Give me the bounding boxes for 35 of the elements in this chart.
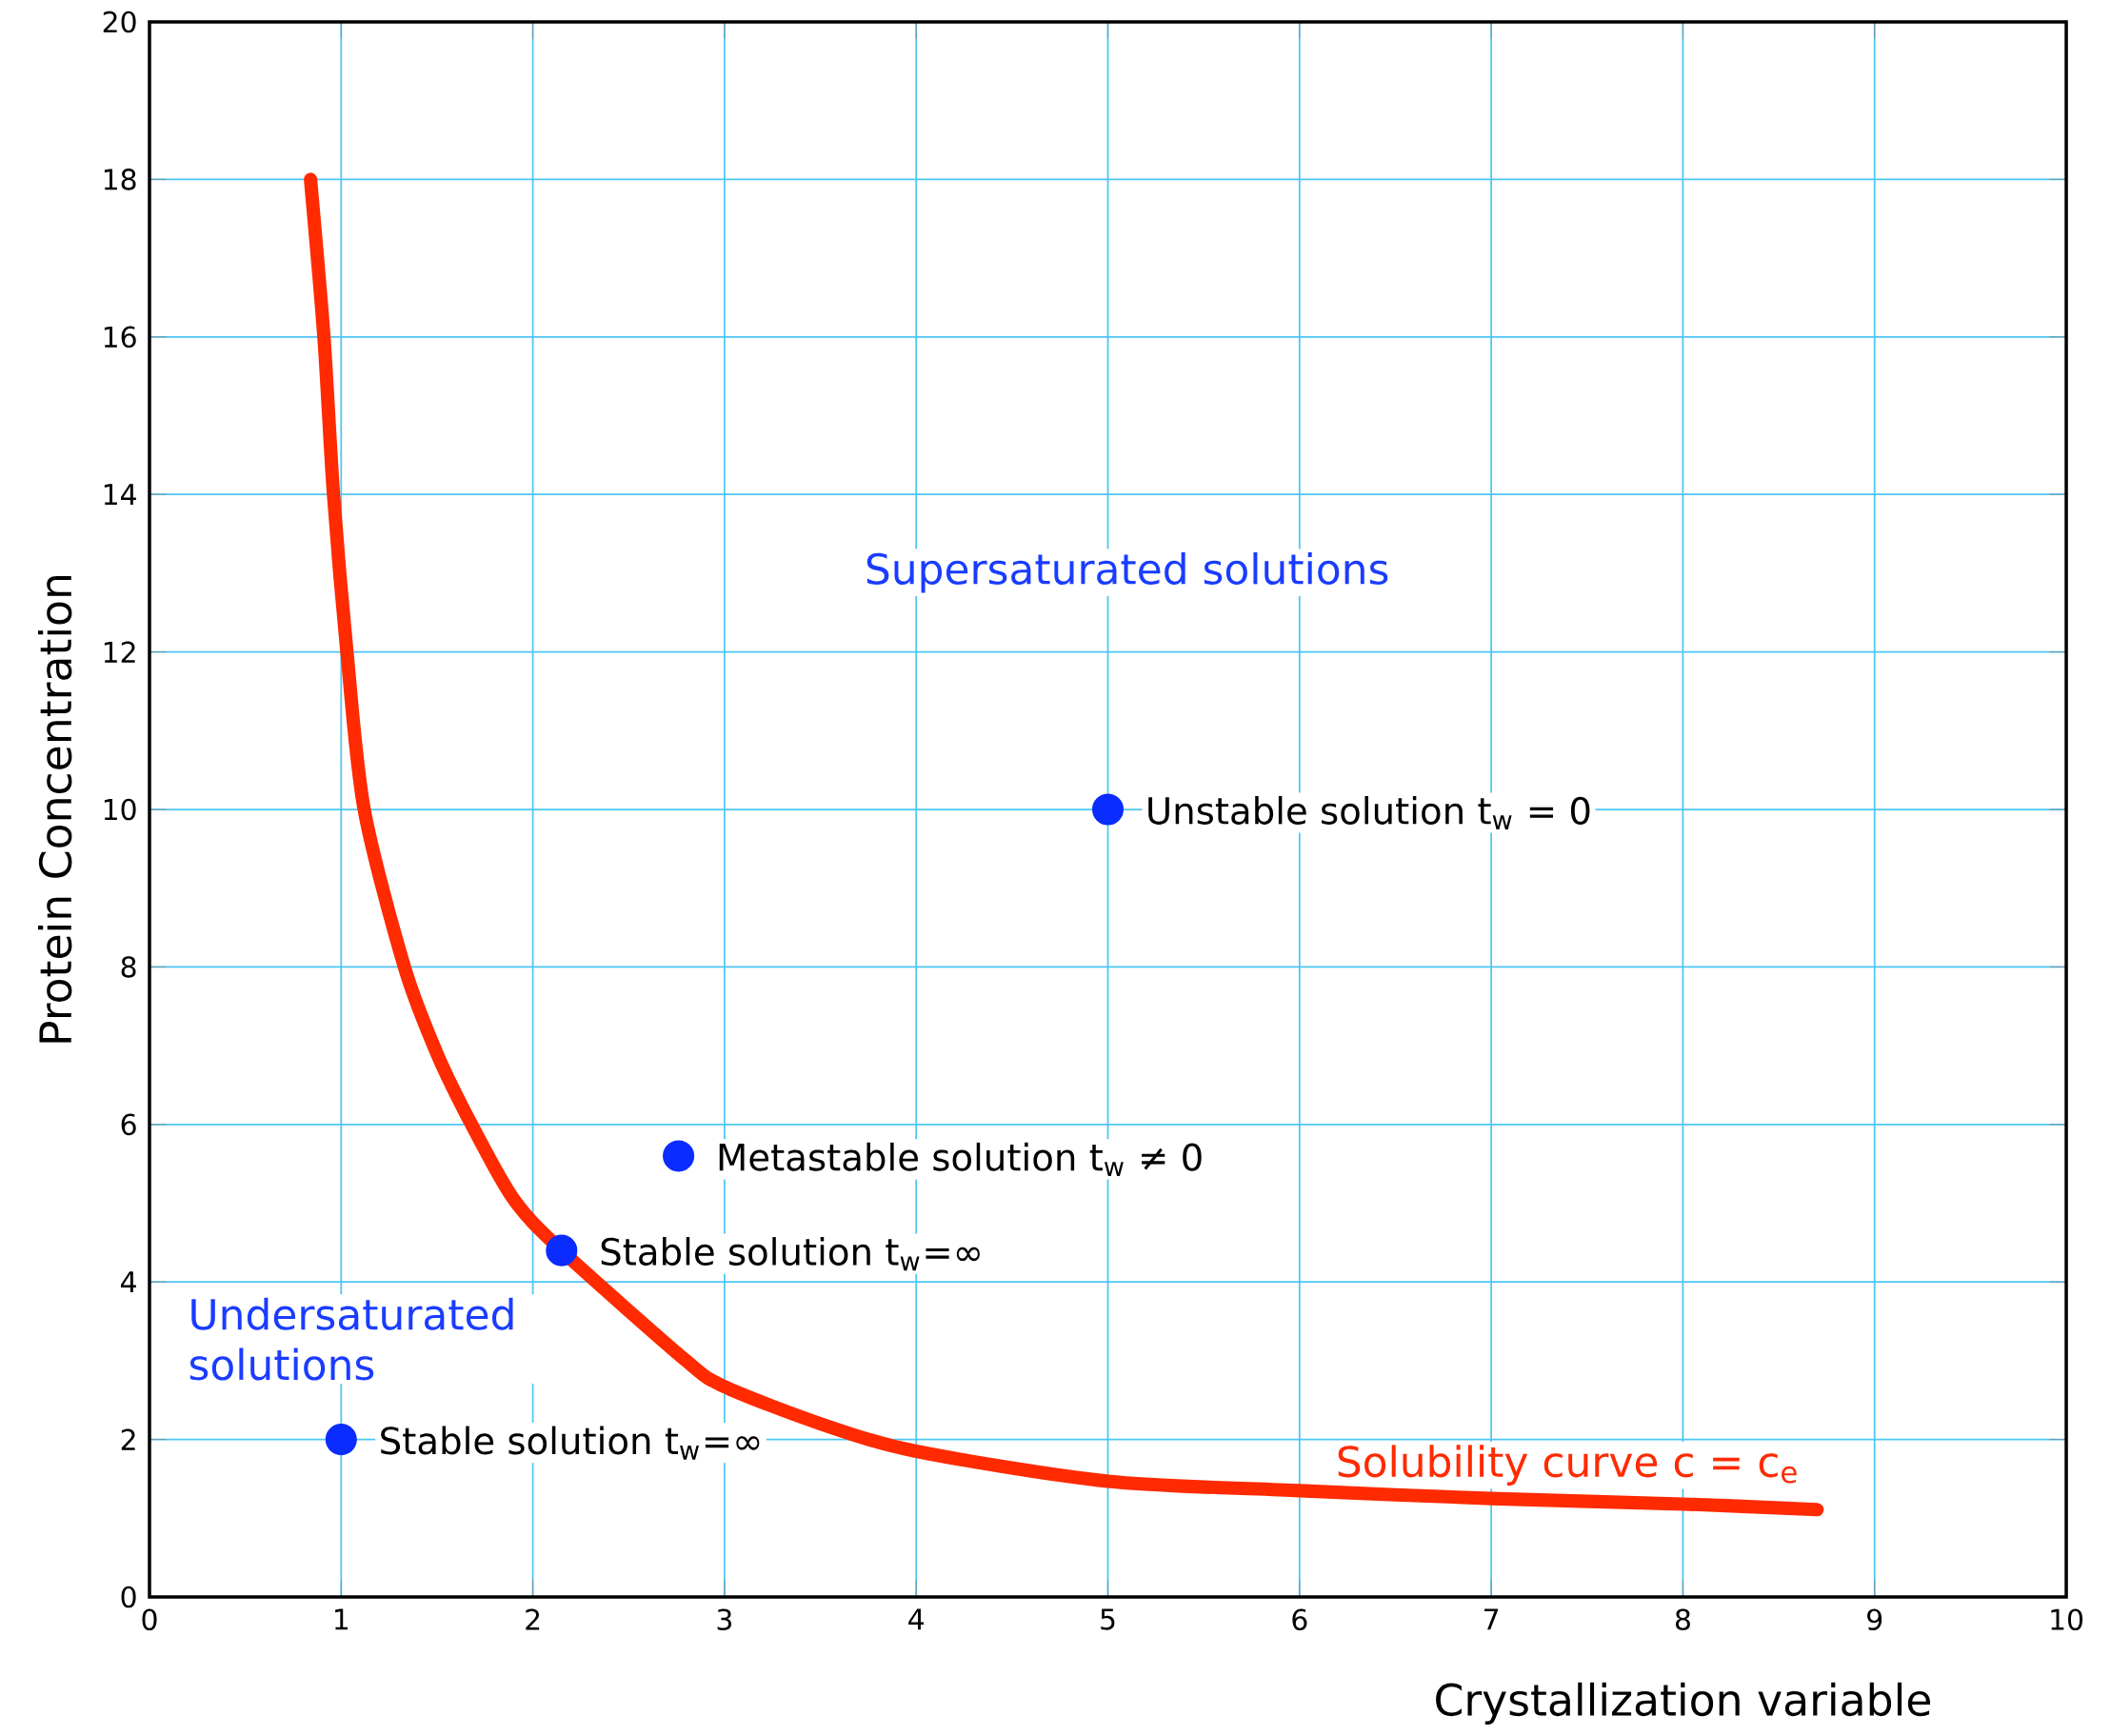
x-tick-label: 2 [526, 1608, 540, 1630]
y-tick-label: 20 [103, 10, 136, 33]
point [1091, 793, 1125, 826]
x-tick-label: 6 [1292, 1608, 1307, 1631]
x-tick-label: 3 [717, 1608, 731, 1631]
point [663, 1140, 695, 1172]
y-tick-label: 12 [104, 641, 135, 663]
annotation: Stable solution t$_{w}$=∞ [601, 1237, 980, 1271]
point [546, 1234, 578, 1267]
x-tick-label: 8 [1675, 1608, 1690, 1631]
y-axis-title: Protein Concentration [38, 575, 72, 1043]
x-tick-label: 9 [1867, 1608, 1882, 1631]
x-axis-title: Crystallization variable [1436, 1682, 1930, 1725]
y-tick-label: 2 [121, 1428, 135, 1450]
y-tick-label: 8 [121, 956, 136, 978]
annotation: Metastable solution t$_{w}$ ≠ 0 [719, 1142, 1202, 1176]
y-tick-label: 10 [104, 798, 136, 821]
x-tick-label: 4 [908, 1608, 925, 1630]
y-tick-label: 16 [104, 326, 136, 349]
annotation: Supersaturated solutions [866, 551, 1388, 593]
y-tick-label: 14 [104, 484, 136, 506]
x-tick-label: 10 [2051, 1608, 2083, 1631]
x-tick-label: 7 [1484, 1608, 1499, 1630]
series-label: Solubility curve c = c$_{e}$ [1338, 1445, 1797, 1486]
annotation: Stable solution t$_{w}$=∞ [381, 1426, 760, 1460]
x-tick-label: 0 [142, 1608, 157, 1631]
y-tick-label: 6 [121, 1113, 136, 1136]
annotation: Unstable solution t$_{w}$ = 0 [1148, 795, 1590, 830]
y-tick-label: 4 [121, 1271, 136, 1293]
annotation: Undersaturated solutions [189, 1297, 513, 1381]
point [325, 1424, 357, 1456]
x-tick-label: 1 [335, 1608, 349, 1630]
x-tick-label: 5 [1101, 1608, 1115, 1630]
y-tick-label: 18 [104, 169, 136, 190]
y-tick-label: 0 [121, 1586, 136, 1608]
